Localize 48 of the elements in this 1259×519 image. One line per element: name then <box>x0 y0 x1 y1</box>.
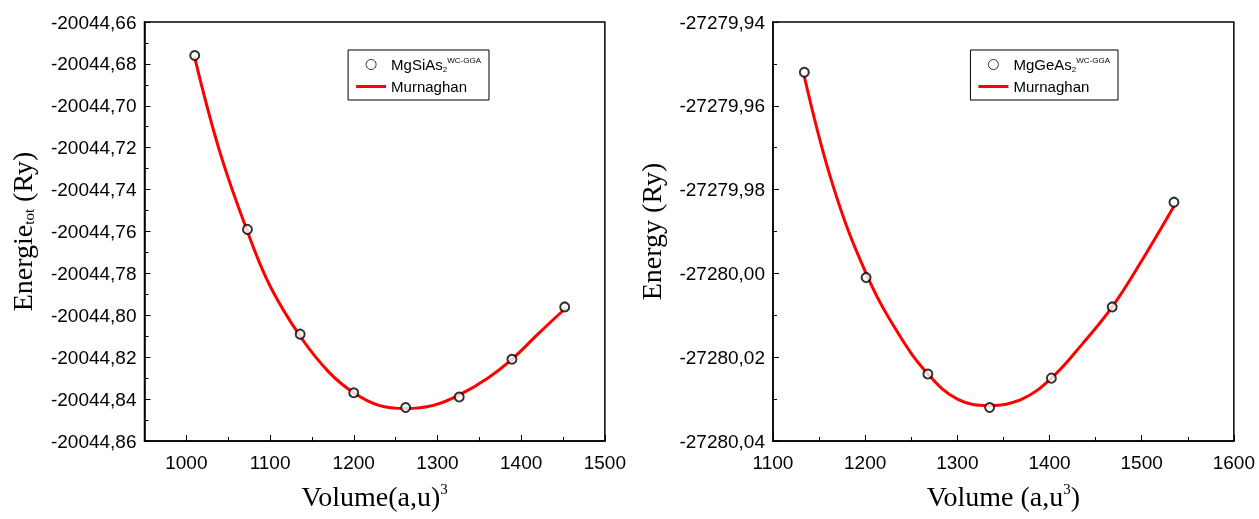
y-tick-label: -20044,78 <box>50 262 137 284</box>
point <box>506 353 518 365</box>
legend-label: Murnaghan <box>391 78 467 95</box>
x-tick-label: 1500 <box>1120 452 1163 473</box>
point <box>922 368 934 380</box>
y-tick-label: -27280,02 <box>679 346 765 368</box>
y-tick-label: -20044,72 <box>50 137 137 159</box>
x-tick-label: 1400 <box>1028 452 1071 473</box>
point <box>1168 196 1180 208</box>
y-tick-label: -27279,96 <box>679 95 765 117</box>
point <box>984 401 996 413</box>
x-tick-label: 1600 <box>1212 452 1256 473</box>
x-tick-label: 1200 <box>844 452 887 473</box>
point <box>453 391 465 403</box>
y-tick-label: -20044,80 <box>50 304 137 326</box>
legend-label: Murnaghan <box>1013 78 1090 95</box>
point <box>559 301 571 313</box>
y-axis-title: Energy (Ry) <box>635 162 667 301</box>
point <box>400 401 412 413</box>
y-tick-label: -27280,00 <box>679 262 765 284</box>
point <box>294 328 306 340</box>
y-tick-label: -20044,76 <box>50 221 137 242</box>
y-tick-label: -27279,94 <box>679 11 766 33</box>
x-tick-label: 1200 <box>332 452 375 473</box>
y-tick-label: -20044,74 <box>50 179 137 201</box>
x-tick-label: 1400 <box>500 452 543 473</box>
y-tick-label: -20044,68 <box>50 53 137 75</box>
y-tick-label: -20044,82 <box>50 346 137 368</box>
point <box>1106 301 1118 313</box>
x-tick-label: 1100 <box>752 452 794 473</box>
y-tick-label: -20044,86 <box>50 430 137 452</box>
point <box>860 272 872 284</box>
x-tick-label: 1100 <box>249 452 291 473</box>
y-tick-label: -20044,84 <box>50 388 137 410</box>
point <box>189 50 201 62</box>
y-axis-title: Energietot (Ry) <box>6 151 38 312</box>
x-tick-label: 1300 <box>416 452 459 473</box>
point <box>241 223 253 235</box>
x-tick-label: 1300 <box>936 452 979 473</box>
point <box>798 66 810 78</box>
point <box>348 387 360 399</box>
y-tick-label: -27279,98 <box>679 179 765 201</box>
y-tick-label: -20044,66 <box>50 11 137 33</box>
x-tick-label: 1000 <box>165 452 208 473</box>
x-tick-label: 1500 <box>583 452 627 473</box>
y-tick-label: -20044,70 <box>50 95 137 117</box>
y-tick-label: -27280,04 <box>679 430 766 452</box>
point <box>1045 372 1057 384</box>
